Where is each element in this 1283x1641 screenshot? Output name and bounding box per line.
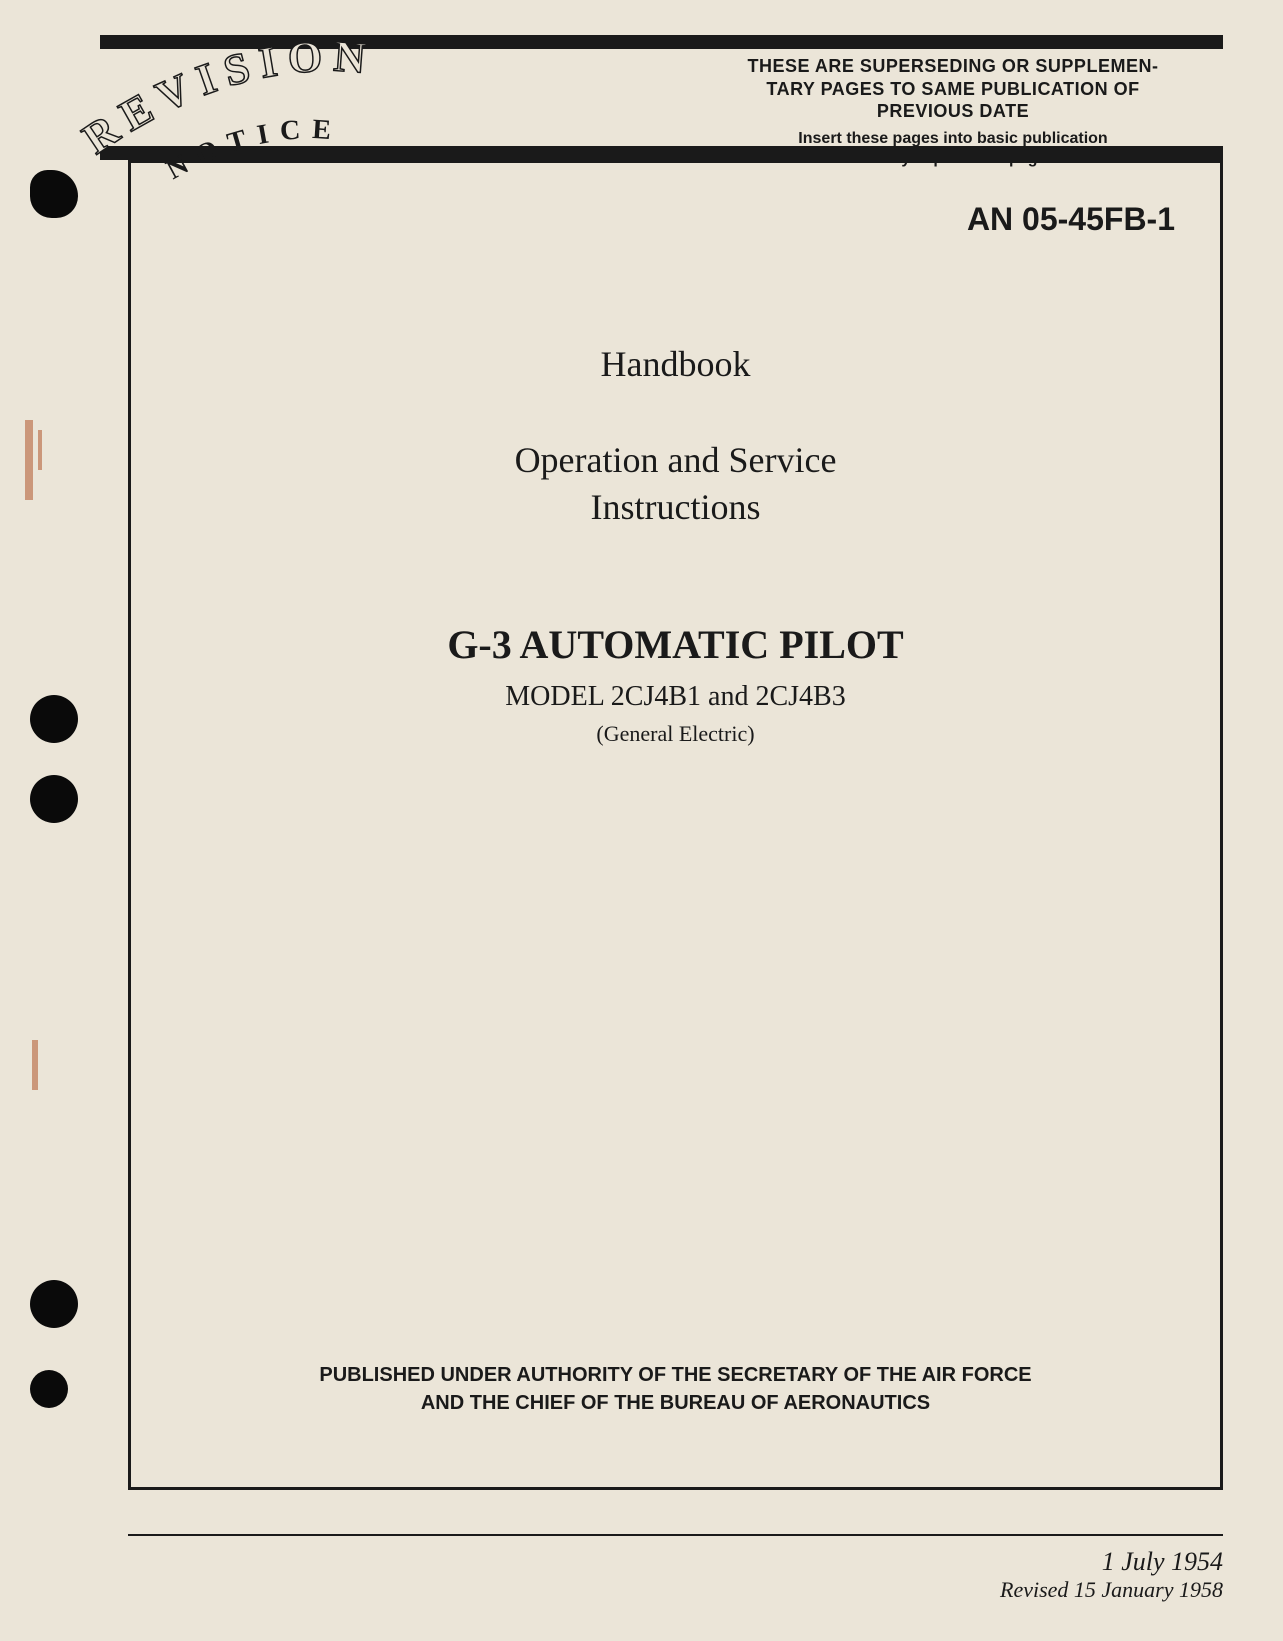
notice-line: TARY PAGES TO SAME PUBLICATION OF (766, 79, 1139, 99)
hole-punch (30, 775, 78, 823)
date-revised: Revised 15 January 1958 (1000, 1577, 1223, 1603)
notice-line: THESE ARE SUPERSEDING OR SUPPLEMEN- (748, 56, 1159, 76)
hole-punch (30, 695, 78, 743)
notice-main: THESE ARE SUPERSEDING OR SUPPLEMEN- TARY… (683, 55, 1223, 123)
page: REVISION NOTICE THESE ARE SUPERSEDING OR… (0, 0, 1283, 1641)
date-block: 1 July 1954 Revised 15 January 1958 (1000, 1547, 1223, 1603)
divider-line (128, 1534, 1223, 1536)
authority-block: PUBLISHED UNDER AUTHORITY OF THE SECRETA… (131, 1361, 1220, 1417)
rust-stain (38, 430, 42, 470)
manufacturer: (General Electric) (131, 721, 1220, 747)
handbook-label: Handbook (131, 343, 1220, 385)
product-name: G-3 AUTOMATIC PILOT (131, 621, 1220, 669)
rust-stain (25, 420, 33, 500)
authority-line: AND THE CHIEF OF THE BUREAU OF AERONAUTI… (421, 1392, 930, 1414)
title-line: Operation and Service (131, 437, 1220, 484)
hole-punch (30, 1280, 78, 1328)
notice-sub-line: Insert these pages into basic publicatio… (798, 130, 1107, 147)
notice-text: NOTICE (161, 114, 343, 186)
title-line: Instructions (131, 484, 1220, 531)
rust-stain (32, 1040, 38, 1090)
authority-line: PUBLISHED UNDER AUTHORITY OF THE SECRETA… (319, 1364, 1031, 1386)
document-number: AN 05-45FB-1 (967, 201, 1175, 238)
revision-stamp: REVISION NOTICE (40, 20, 490, 205)
date-original: 1 July 1954 (1000, 1547, 1223, 1577)
top-banner: REVISION NOTICE THESE ARE SUPERSEDING OR… (100, 35, 1223, 160)
model-line: MODEL 2CJ4B1 and 2CJ4B3 (131, 681, 1220, 713)
svg-text:NOTICE: NOTICE (161, 114, 343, 186)
notice-line: PREVIOUS DATE (877, 101, 1029, 121)
content-frame: AN 05-45FB-1 Handbook Operation and Serv… (128, 160, 1223, 1490)
title-block: Handbook Operation and Service Instructi… (131, 163, 1220, 747)
hole-punch (30, 1370, 68, 1408)
